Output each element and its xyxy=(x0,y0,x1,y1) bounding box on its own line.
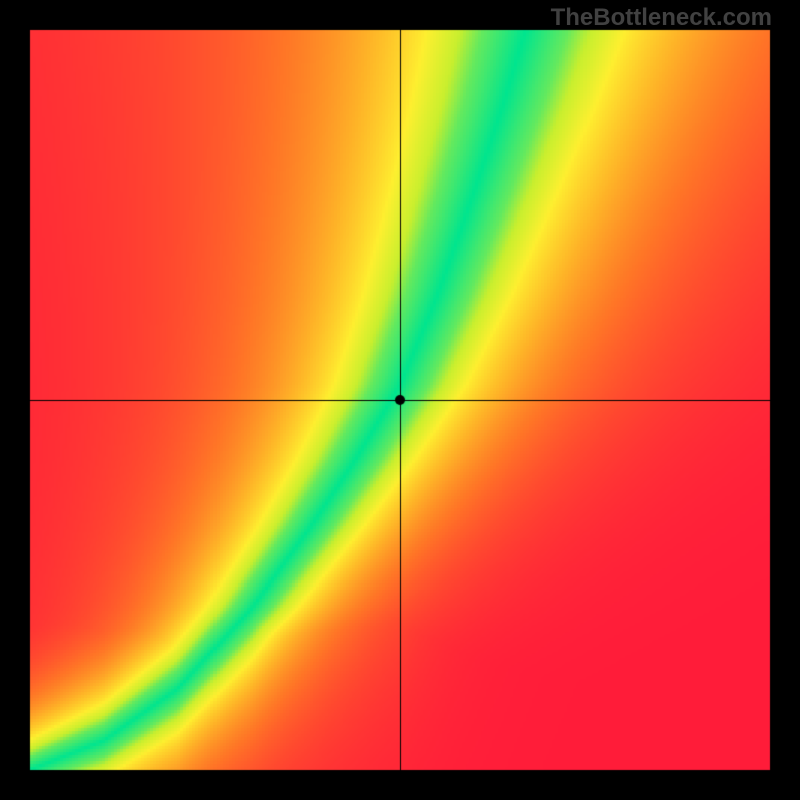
figure-container: TheBottleneck.com xyxy=(0,0,800,800)
bottleneck-heatmap xyxy=(0,0,800,800)
watermark-text: TheBottleneck.com xyxy=(551,4,772,32)
